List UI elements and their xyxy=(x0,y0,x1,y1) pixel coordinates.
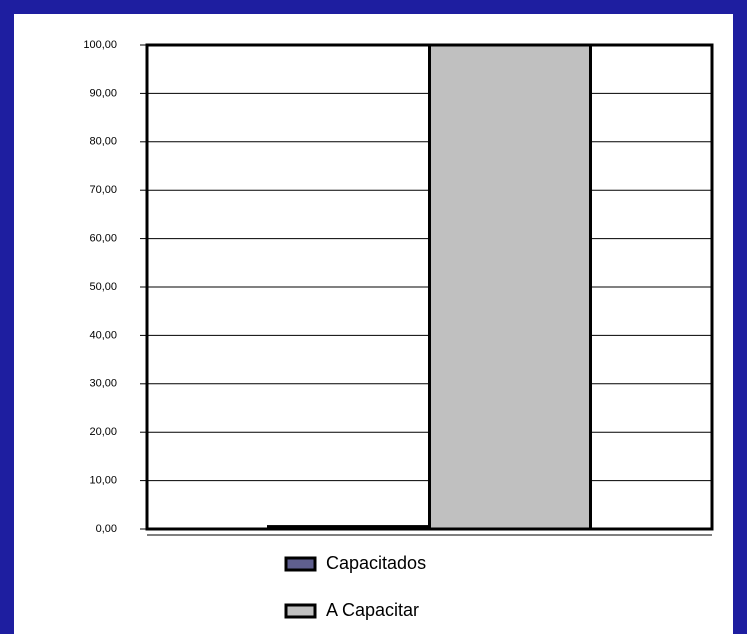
legend-swatch xyxy=(284,556,317,572)
y-tick-label: 70,00 xyxy=(89,184,117,196)
y-tick-label: 80,00 xyxy=(89,136,117,148)
legend-swatch xyxy=(284,603,317,619)
plot-border xyxy=(145,43,714,531)
legend-label: Capacitados xyxy=(326,553,426,573)
y-tick-label: 20,00 xyxy=(89,426,117,438)
y-tick-label: 10,00 xyxy=(89,475,117,487)
y-tick-label: 30,00 xyxy=(89,378,117,390)
y-tick-label: 100,00 xyxy=(83,39,117,51)
legend-label: A Capacitar xyxy=(326,600,419,620)
background xyxy=(14,14,733,634)
y-tick-label: 60,00 xyxy=(89,233,117,245)
y-tick-label: 0,00 xyxy=(96,523,117,535)
bar xyxy=(428,43,592,531)
y-tick-label: 50,00 xyxy=(89,281,117,293)
y-tick-label: 90,00 xyxy=(89,87,117,99)
y-tick-label: 40,00 xyxy=(89,329,117,341)
